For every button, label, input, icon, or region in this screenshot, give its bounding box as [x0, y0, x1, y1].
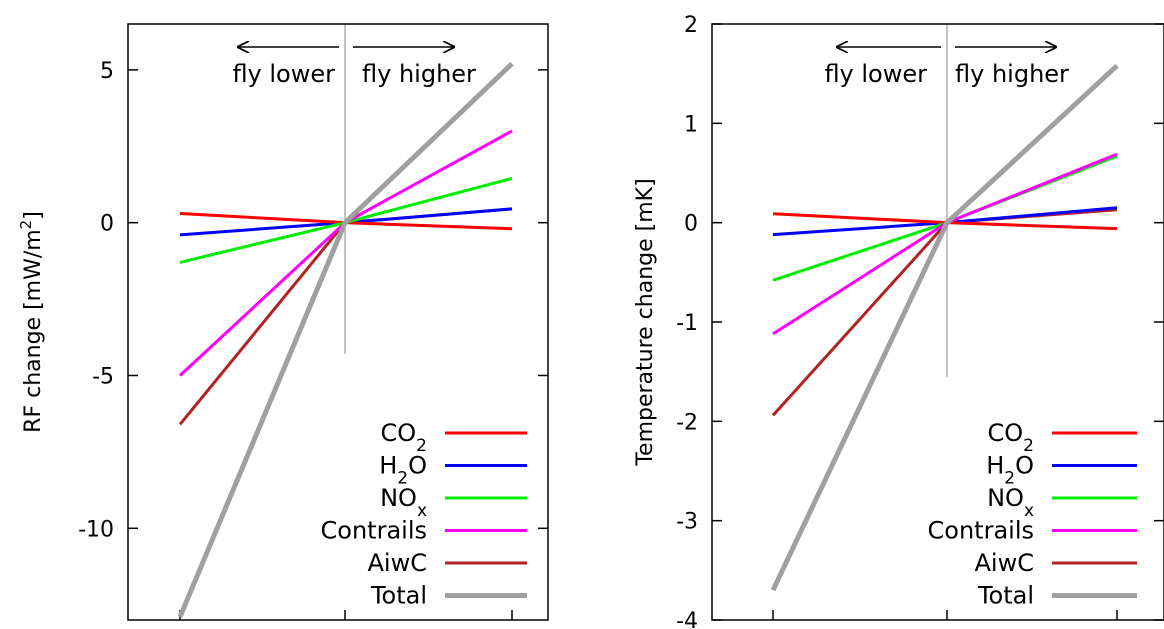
legend-label-total: Total: [977, 582, 1034, 610]
y-tick-label: 2: [684, 13, 698, 38]
chart-panel-1: 5 0 -5 -10 RF change [mW/m2] fly lower fly hig…: [17, 23, 549, 621]
y-tick-label: -4: [676, 609, 698, 629]
legend-label-contrails: Contrails: [928, 517, 1034, 545]
fly-higher-label: fly higher: [362, 60, 476, 88]
y-tick-label: 0: [100, 212, 114, 237]
y-tick-label: 5: [100, 59, 114, 84]
plot-frame: [711, 23, 1164, 621]
fly-lower-label: fly lower: [232, 60, 335, 88]
chart-panel-2: 2 1 0 -1 -2 -3 -4 Temperature change [mK] fly lo…: [633, 13, 1164, 629]
legend-label-co2: CO2: [988, 419, 1034, 456]
legend-label-aiwc: AiwC: [368, 549, 427, 577]
y-tick-label: -1: [676, 311, 698, 336]
y-tick-label: -5: [92, 364, 114, 389]
legend-label-total: Total: [370, 582, 427, 610]
y-tick-label: 1: [684, 112, 698, 137]
series-line-contrails: [772, 152, 1118, 336]
legend-label-h2o: H2O: [986, 452, 1034, 489]
legend-label-nox: NOx: [380, 484, 427, 521]
fly-lower-label: fly lower: [824, 60, 927, 88]
plot-frame: [127, 23, 549, 621]
fly-higher-label: fly higher: [955, 60, 1069, 88]
series-line-total: [177, 61, 514, 618]
y-tick-label: -2: [676, 410, 698, 435]
legend-label-aiwc: AiwC: [975, 549, 1034, 577]
y-tick-label: -3: [676, 510, 698, 535]
series-line-aiwc: [771, 208, 1118, 417]
series-line-contrails: [178, 129, 513, 377]
legend-label-h2o: H2O: [379, 452, 427, 489]
legend-label-nox: NOx: [987, 484, 1034, 521]
legend-label-co2: CO2: [381, 419, 427, 456]
legend-label-contrails: Contrails: [321, 517, 427, 545]
y-tick-label: -10: [78, 517, 114, 542]
y-axis-label: RF change [mW/m2]: [17, 211, 46, 433]
y-tick-label: 0: [684, 212, 698, 237]
series-line-aiwc: [178, 207, 513, 426]
series-line-total: [770, 63, 1119, 592]
y-axis-label: Temperature change [mK]: [633, 178, 658, 466]
